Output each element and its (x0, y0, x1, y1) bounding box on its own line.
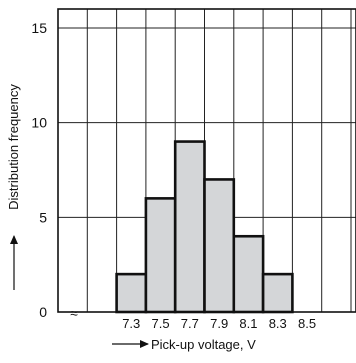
x-tick-label: 8.5 (298, 316, 316, 331)
x-tick-labels: 7.3 7.5 7.7 7.9 8.1 8.3 8.5 (122, 316, 316, 331)
bar-8.3 (261, 272, 294, 314)
plot-frame (57, 8, 356, 313)
x-tick-label: 7.9 (210, 316, 228, 331)
y-tick-label: 10 (31, 115, 47, 131)
bar-7.5 (144, 197, 177, 314)
bar-7.9 (203, 178, 236, 314)
y-axis-label: Distribution frequency (6, 84, 21, 210)
y-tick-labels: 0 5 10 15 (31, 20, 47, 320)
x-tick-label: 7.5 (152, 316, 170, 331)
bar-8.1 (232, 234, 265, 314)
x-tick-label: 7.3 (122, 316, 140, 331)
y-tick-label: 0 (39, 304, 47, 320)
bar-7.3 (115, 272, 148, 314)
axis-break-symbol: ≈ (70, 305, 78, 321)
x-tick-label: 7.7 (181, 316, 199, 331)
bar-7.7 (173, 140, 206, 314)
x-axis-label: Pick-up voltage, V (151, 337, 256, 352)
bars (115, 140, 294, 314)
y-tick-label: 15 (31, 20, 47, 36)
x-tick-label: 8.3 (269, 316, 287, 331)
y-tick-label: 5 (39, 209, 47, 225)
x-tick-label: 8.1 (239, 316, 257, 331)
